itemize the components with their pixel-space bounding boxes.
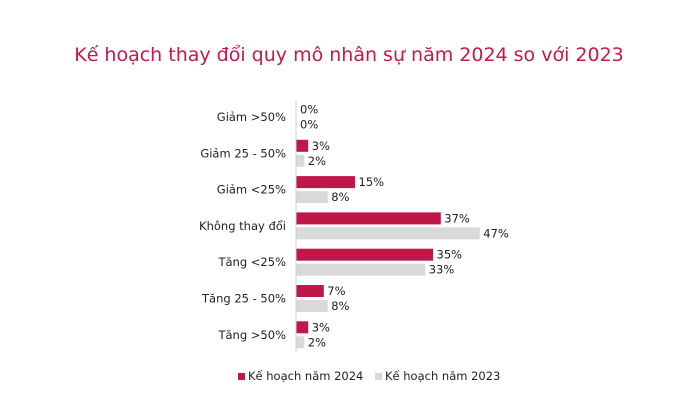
bar — [296, 212, 441, 225]
legend-label: Kế hoạch năm 2023 — [385, 369, 500, 383]
legend-label: Kế hoạch năm 2024 — [248, 369, 363, 383]
bar — [296, 321, 309, 334]
bar — [296, 336, 305, 349]
category-label: Tăng 25 - 50% — [201, 292, 286, 306]
data-label: 8% — [331, 190, 349, 204]
bar — [296, 285, 324, 297]
data-label: 2% — [308, 154, 326, 168]
category-label: Tăng <25% — [217, 255, 286, 269]
data-label: 47% — [483, 226, 509, 240]
data-label: 33% — [429, 263, 455, 277]
bar — [296, 176, 355, 189]
data-label: 35% — [437, 248, 463, 262]
bar — [296, 248, 433, 261]
category-label: Giảm 25 - 50% — [200, 146, 286, 160]
chart-title: Kế hoạch thay đổi quy mô nhân sự năm 202… — [74, 44, 624, 66]
legend-swatch — [375, 373, 382, 380]
data-label: 15% — [359, 175, 385, 189]
data-label: 2% — [308, 335, 326, 349]
category-label: Giảm >50% — [217, 110, 286, 124]
data-label: 37% — [444, 211, 470, 225]
data-label: 0% — [300, 103, 318, 117]
bar — [296, 139, 309, 152]
bar — [296, 227, 480, 240]
category-label: Giảm <25% — [217, 183, 286, 197]
bar — [296, 263, 426, 276]
category-label: Tăng >50% — [217, 328, 286, 342]
data-label: 3% — [312, 139, 330, 153]
category-label: Không thay đổi — [199, 219, 286, 233]
data-label: 8% — [331, 299, 349, 313]
bar — [296, 191, 328, 204]
bar — [296, 300, 328, 312]
data-label: 7% — [327, 284, 345, 298]
bar — [296, 154, 305, 167]
data-label: 0% — [300, 118, 318, 132]
data-label: 3% — [312, 320, 330, 334]
legend-swatch — [238, 373, 245, 380]
